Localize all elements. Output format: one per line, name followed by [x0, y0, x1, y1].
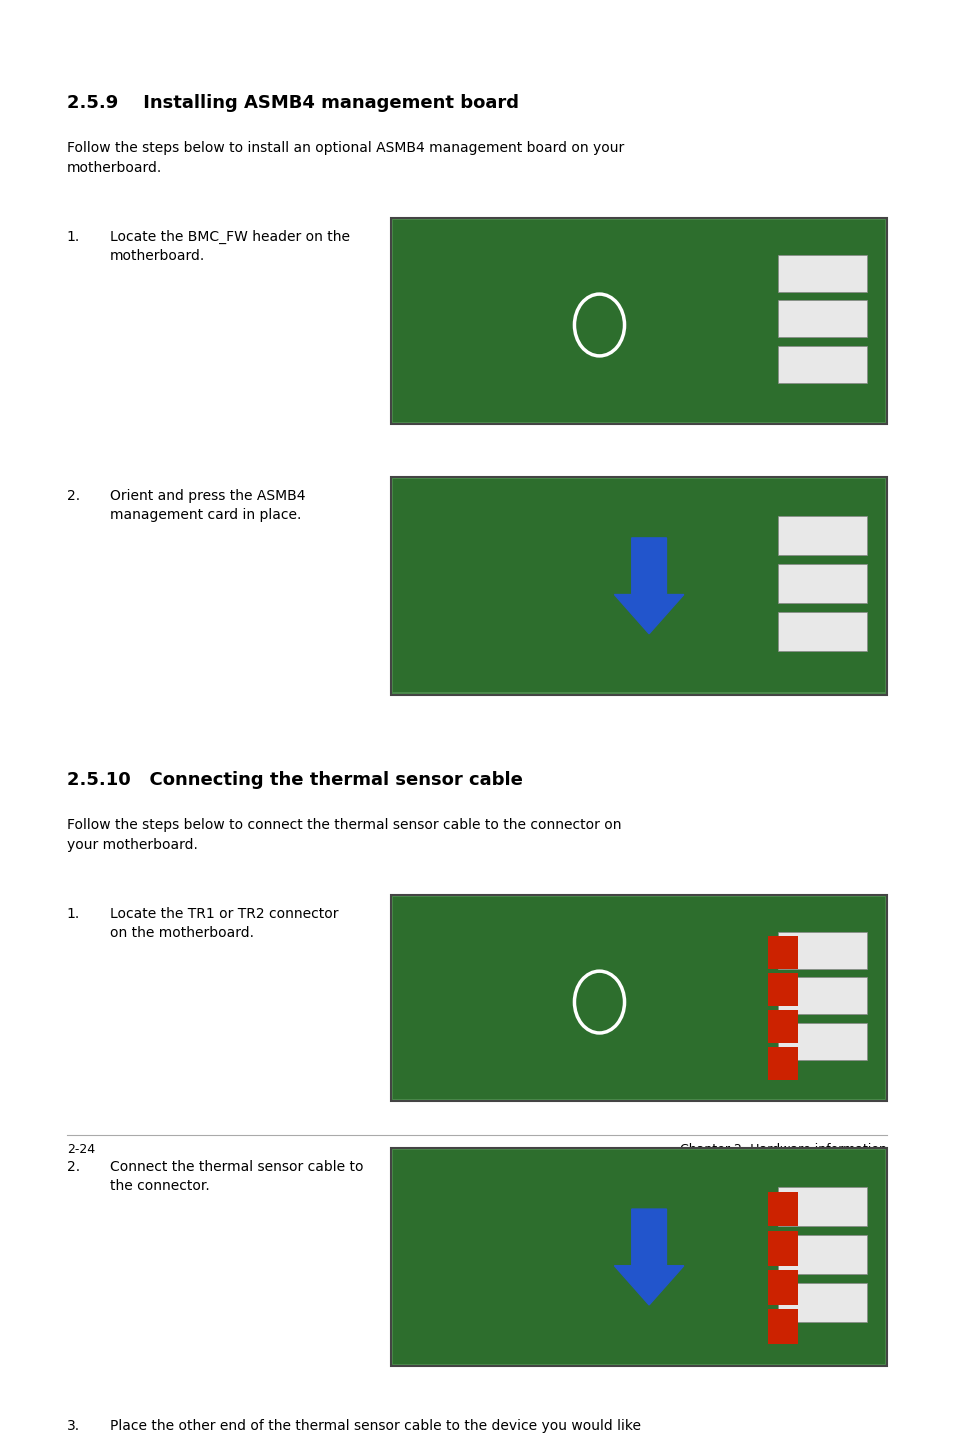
- Bar: [778, 1022, 866, 1060]
- Bar: [767, 1270, 797, 1304]
- Text: 2.: 2.: [67, 489, 80, 503]
- Text: 2.5.9    Installing ASMB4 management board: 2.5.9 Installing ASMB4 management board: [67, 95, 518, 112]
- Bar: [767, 1231, 797, 1265]
- Bar: [778, 1235, 866, 1274]
- Bar: [393, 897, 884, 1099]
- Bar: [778, 1188, 866, 1227]
- Text: Connect the thermal sensor cable to
the connector.: Connect the thermal sensor cable to the …: [110, 1160, 363, 1194]
- Text: Place the other end of the thermal sensor cable to the device you would like
to : Place the other end of the thermal senso…: [110, 1419, 640, 1438]
- Bar: [767, 1309, 797, 1345]
- Text: 2-24: 2-24: [67, 1143, 94, 1156]
- Bar: [393, 1150, 884, 1363]
- Bar: [767, 1192, 797, 1227]
- Bar: [778, 301, 866, 338]
- Polygon shape: [614, 1209, 683, 1304]
- Bar: [778, 255, 866, 292]
- Text: 1.: 1.: [67, 230, 80, 243]
- Bar: [778, 516, 866, 555]
- Text: Locate the BMC_FW header on the
motherboard.: Locate the BMC_FW header on the motherbo…: [110, 230, 350, 263]
- Bar: [778, 932, 866, 969]
- Bar: [778, 564, 866, 603]
- Bar: [393, 220, 884, 421]
- Text: 3.: 3.: [67, 1419, 80, 1432]
- Bar: [778, 1283, 866, 1323]
- Polygon shape: [614, 538, 683, 634]
- Text: 1.: 1.: [67, 907, 80, 920]
- Bar: [767, 974, 797, 1007]
- Bar: [391, 477, 886, 695]
- Bar: [391, 894, 886, 1102]
- Bar: [767, 1011, 797, 1044]
- Bar: [778, 978, 866, 1014]
- Bar: [778, 345, 866, 383]
- Text: Follow the steps below to connect the thermal sensor cable to the connector on
y: Follow the steps below to connect the th…: [67, 818, 620, 851]
- Bar: [778, 613, 866, 651]
- Bar: [393, 479, 884, 692]
- Text: Orient and press the ASMB4
management card in place.: Orient and press the ASMB4 management ca…: [110, 489, 305, 522]
- Text: 2.: 2.: [67, 1160, 80, 1173]
- Bar: [391, 1148, 886, 1366]
- Bar: [391, 217, 886, 424]
- Text: Chapter 2: Hardware information: Chapter 2: Hardware information: [679, 1143, 886, 1156]
- Bar: [767, 1047, 797, 1080]
- Text: Follow the steps below to install an optional ASMB4 management board on your
mot: Follow the steps below to install an opt…: [67, 141, 623, 175]
- Bar: [767, 936, 797, 969]
- Text: 2.5.10   Connecting the thermal sensor cable: 2.5.10 Connecting the thermal sensor cab…: [67, 771, 522, 789]
- Text: Locate the TR1 or TR2 connector
on the motherboard.: Locate the TR1 or TR2 connector on the m…: [110, 907, 338, 940]
